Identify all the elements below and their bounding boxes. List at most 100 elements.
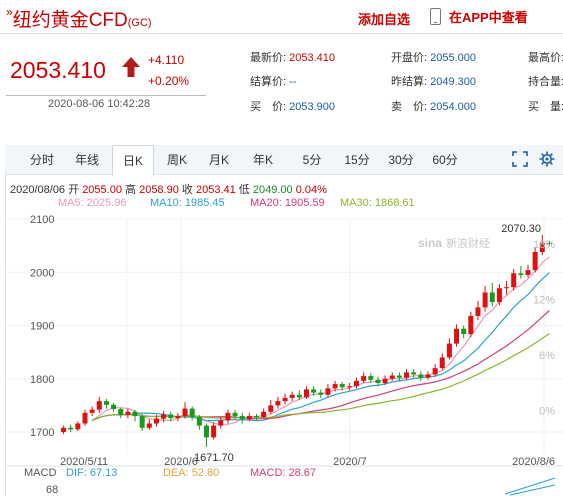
pct-tick-label: 18% (533, 239, 555, 251)
tab-15min[interactable]: 15分 (344, 153, 370, 167)
header: »纽约黄金CFD(GC) 添加自选 在APP中查看 (0, 0, 563, 34)
tab-daily-k[interactable]: 日K (112, 145, 154, 176)
instrument-name: 纽约黄金CFD (12, 10, 128, 31)
ma20-line (91, 310, 550, 422)
detail-settlement: 结算价: -- (250, 73, 296, 89)
gear-icon[interactable] (539, 151, 555, 167)
candle-body (518, 273, 524, 275)
tab-weekly-k[interactable]: 周K (166, 153, 187, 167)
tab-timeshare[interactable]: 分时 (29, 153, 54, 167)
macd-dea: DEA: 52.80 (163, 467, 219, 479)
open-in-app-button[interactable]: 在APP中查看 (430, 7, 528, 26)
title-prefix: » (6, 5, 13, 19)
ohlc-open-label: 开 (68, 184, 80, 196)
candle-body (196, 417, 202, 426)
candle-body (225, 412, 231, 421)
detail-ask: 卖 价: 2054.000 (391, 98, 476, 114)
pct-tick-label: 12% (533, 295, 555, 307)
macd-label: MACD (24, 467, 56, 479)
candle-body (404, 372, 410, 378)
x-tick-label: 2020/5/11 (60, 456, 108, 468)
detail-label: 昨结算: (391, 76, 428, 88)
candle-body (511, 273, 517, 288)
candle-body (161, 414, 167, 419)
candle-body (361, 376, 367, 381)
chart-grid (5, 218, 563, 455)
candle-body (389, 375, 395, 379)
candle-body (525, 270, 531, 275)
ohlc-open: 2055.00 (82, 184, 122, 196)
detail-last-price: 最新价: 2053.410 (250, 49, 335, 65)
ohlc-date: 2020/08/06 (10, 184, 66, 196)
detail-value: 2055.000 (430, 52, 477, 64)
detail-bid: 买 价: 2053.900 (250, 98, 335, 114)
candle-body (332, 384, 338, 389)
candle-body (439, 357, 445, 369)
candle-body (475, 307, 481, 316)
candle-body (539, 242, 545, 253)
candle-body (411, 372, 417, 375)
candle-body (268, 405, 274, 412)
period-tabs: 分时 年线 日K 周K 月K 年K 5分 15分 30分 60分 (5, 145, 563, 176)
ohlc-low: 2049.00 (252, 184, 293, 196)
candle-body (139, 416, 145, 428)
candle-body (61, 427, 67, 432)
candle-body (396, 375, 402, 378)
tab-60min[interactable]: 60分 (432, 153, 458, 167)
ma10-line (91, 272, 550, 422)
candle-body (304, 389, 309, 398)
candle-body (125, 411, 131, 415)
candle-body (82, 412, 88, 424)
candle-body (346, 386, 352, 388)
candle-body (118, 409, 124, 415)
candle-body (232, 412, 238, 417)
tab-yearly-k[interactable]: 年K (252, 153, 273, 167)
detail-value: 2053.410 (289, 52, 336, 64)
candle-body (368, 376, 374, 380)
fullscreen-icon[interactable] (512, 151, 528, 167)
tab-year-line[interactable]: 年线 (74, 153, 99, 167)
y-tick-label: 2000 (30, 267, 54, 279)
ohlc-close: 2053.41 (195, 184, 236, 196)
candle-body (75, 423, 81, 430)
candle-body (175, 416, 181, 419)
candle-body (89, 409, 95, 413)
detail-label: 最新价: (250, 52, 287, 64)
pct-tick-label: 0% (539, 406, 555, 418)
candle-body (103, 401, 109, 405)
detail-value: 2053.900 (289, 101, 336, 113)
candle-body (146, 423, 152, 428)
detail-label: 持合量: (528, 76, 563, 88)
candle-body (318, 392, 324, 395)
last-price: 2053.410 (10, 57, 106, 83)
candle-body (153, 418, 159, 424)
detail-open-interest: 持合量: (528, 73, 563, 89)
detail-label: 卖 价: (391, 101, 428, 113)
candle-body (325, 388, 331, 395)
candle-body (168, 414, 174, 419)
candle-body (496, 288, 502, 303)
max-annotation: 2070.30 (501, 223, 541, 235)
tab-30min[interactable]: 30分 (388, 153, 414, 167)
candle-body (261, 411, 267, 418)
tab-5min[interactable]: 5分 (302, 153, 322, 167)
detail-value: -- (289, 76, 297, 88)
candle-body (275, 401, 281, 406)
tab-monthly-k[interactable]: 月K (208, 153, 229, 167)
candle-body (454, 328, 460, 344)
watermark-text: 新浪财经 (446, 236, 490, 250)
detail-open: 开盘价: 2055.000 (391, 49, 476, 65)
detail-label: 最高价: (528, 52, 563, 64)
instrument-symbol: (GC) (127, 17, 152, 29)
candle-body (96, 401, 102, 410)
candle-body (203, 425, 209, 438)
candle-body (289, 394, 295, 398)
macd-line (504, 477, 556, 496)
y-tick-label: 1800 (30, 374, 54, 386)
candle-body (246, 416, 252, 420)
open-in-app-label: 在APP中查看 (449, 10, 528, 25)
candle-body (111, 404, 117, 410)
add-watchlist-button[interactable]: 添加自选 (358, 12, 411, 27)
candle-body (211, 425, 217, 438)
candle-body (532, 252, 538, 271)
